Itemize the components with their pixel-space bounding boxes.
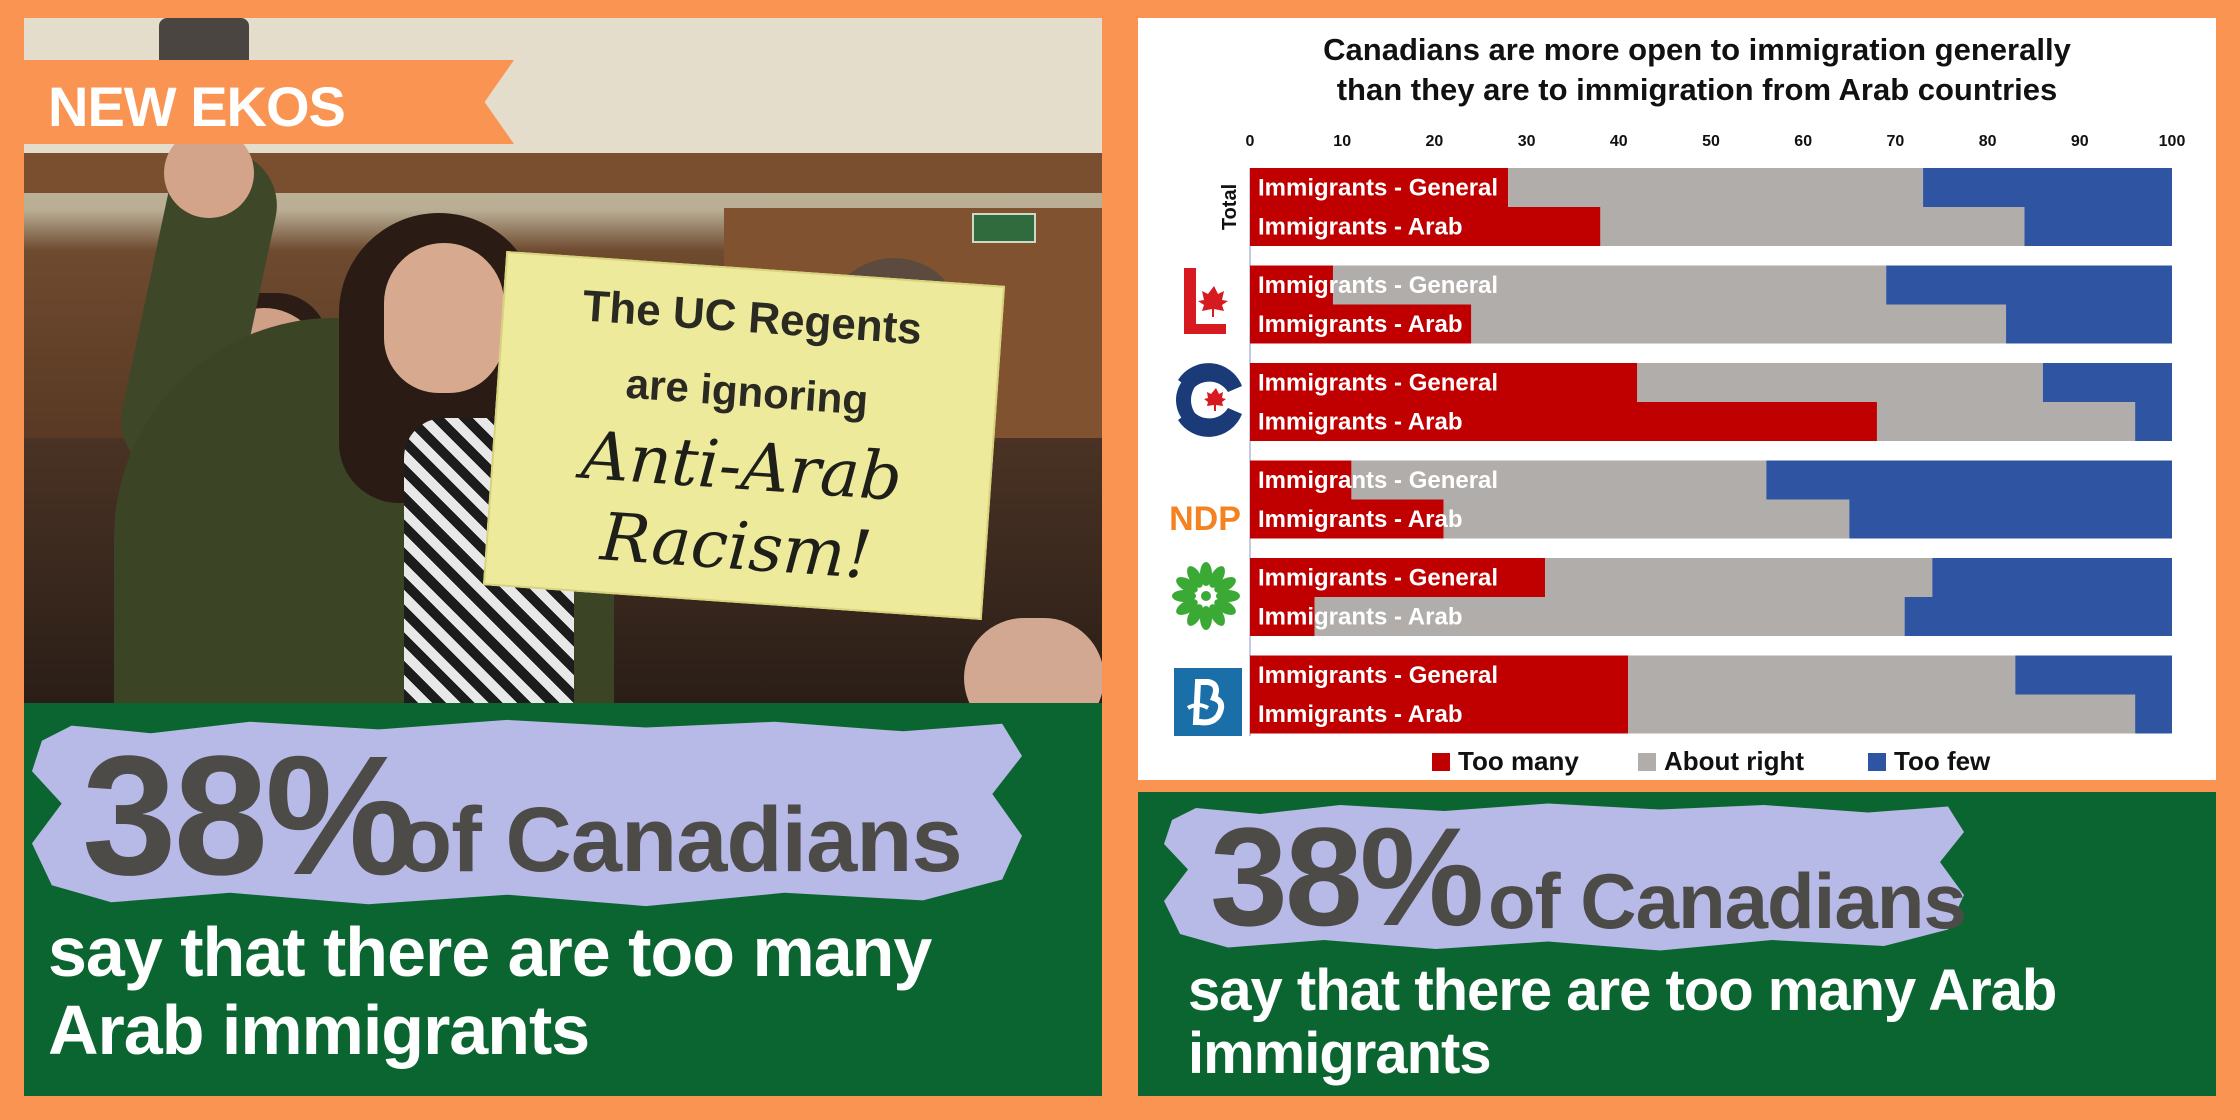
bar-segment-too-few — [1932, 558, 2172, 597]
stat-highlight-left — [32, 719, 1022, 907]
bloc-quebecois-logo-icon — [1174, 668, 1242, 736]
bar-segment-too-many — [1250, 558, 1546, 597]
chart-title-line-2: than they are to immigration from Arab c… — [1337, 72, 2058, 107]
bar-label: Immigrants - General — [1258, 370, 1498, 397]
sign-line-1: The UC Regents — [581, 281, 924, 355]
poll-badge-text: NEW EKOS POLL: — [48, 75, 346, 144]
bar-label: Immigrants - General — [1258, 467, 1498, 494]
legend-swatch — [1868, 753, 1886, 771]
legend-label: Too few — [1894, 746, 1991, 776]
exit-sign-icon — [972, 213, 1036, 243]
green-party-logo-icon — [1172, 562, 1240, 630]
x-tick-label: 20 — [1426, 133, 1444, 150]
caption-right-line-1: say that there are too many Arab — [1188, 958, 2057, 1023]
x-tick-label: 50 — [1702, 133, 1720, 150]
bar-segment-too-many — [1250, 265, 1333, 305]
bottom-right-panel: 38% of Canadians say that there are too … — [1138, 792, 2216, 1096]
bar-segment-too-many — [1250, 597, 1315, 636]
bar-segment-about-right — [1471, 304, 2007, 344]
legend-label: Too many — [1458, 746, 1579, 776]
bar-segment-too-few — [1886, 265, 2172, 305]
bar-segment-too-many — [1250, 402, 1877, 441]
bar-segment-too-many — [1250, 460, 1352, 500]
caption-left-line-2: Arab immigrants — [48, 991, 590, 1070]
bar-label: Immigrants - Arab — [1258, 604, 1462, 631]
stat-suffix-left: of Canadians — [396, 789, 963, 891]
stat-value-left: 38% — [82, 721, 416, 911]
x-tick-label: 90 — [2071, 133, 2089, 150]
bar-segment-about-right — [1443, 499, 1850, 539]
bars-layer: Immigrants - General Immigrants - Arab Imm… — [1250, 168, 2172, 734]
bar-label: Immigrants - Arab — [1258, 409, 1462, 436]
x-tick-label: 30 — [1518, 133, 1536, 150]
bar-label: Immigrants - Arab — [1258, 214, 1462, 241]
bar-segment-about-right — [1332, 265, 1887, 305]
bar-segment-too-many — [1250, 694, 1629, 734]
liberal-logo-icon — [1184, 268, 1228, 334]
chart-legend: Too many About right Too few — [1432, 746, 1991, 776]
bar-segment-too-many — [1250, 655, 1629, 695]
bar-segment-too-few — [1904, 597, 2172, 636]
x-axis-ticks: 0 10 20 30 40 50 60 70 80 90 100 — [1246, 133, 2186, 736]
protest-sign: The UC Regents are ignoring Anti-Arab Ra… — [482, 250, 1006, 621]
bar-segment-about-right — [1508, 168, 1924, 207]
bar-segment-too-few — [2135, 694, 2172, 734]
bar-segment-too-many — [1250, 363, 1638, 402]
caption-right-line-2: immigrants — [1188, 1020, 1492, 1086]
stat-value-right: 38% — [1210, 798, 1484, 955]
bar-segment-too-few — [1849, 499, 2172, 539]
bar-label: Immigrants - General — [1258, 272, 1498, 299]
bar-segment-too-few — [2024, 207, 2172, 246]
bar-segment-about-right — [1545, 558, 1933, 597]
legend-swatch — [1432, 753, 1450, 771]
bar-segment-about-right — [1628, 694, 2136, 734]
bar-segment-about-right — [1637, 363, 2043, 402]
group-label-total: Total — [1219, 184, 1241, 230]
legend-swatch — [1638, 753, 1656, 771]
bar-label: Immigrants - General — [1258, 565, 1498, 592]
x-tick-label: 40 — [1610, 133, 1628, 150]
bar-segment-too-few — [1766, 460, 2172, 500]
bar-label: Immigrants - Arab — [1258, 701, 1462, 728]
bar-segment-too-many — [1250, 207, 1601, 246]
bar-segment-too-few — [2042, 363, 2172, 402]
x-tick-label: 80 — [1979, 133, 1997, 150]
bar-segment-too-few — [2006, 304, 2172, 344]
x-tick-label: 0 — [1246, 133, 1255, 150]
poll-badge: NEW EKOS POLL: — [24, 60, 514, 144]
bar-label: Immigrants - General — [1258, 662, 1498, 689]
left-panel: The UC Regents are ignoring Anti-Arab Ra… — [24, 18, 1102, 1096]
bar-segment-about-right — [1600, 207, 2025, 246]
bar-label: Immigrants - Arab — [1258, 311, 1462, 338]
bar-segment-about-right — [1876, 402, 2136, 441]
bar-segment-too-few — [2015, 655, 2172, 695]
x-tick-label: 100 — [2159, 133, 2186, 150]
x-tick-label: 10 — [1333, 133, 1351, 150]
caption-right: say that there are too many Arab immigra… — [1188, 958, 2057, 1086]
conservative-logo-icon — [1176, 360, 1248, 440]
stat-highlight-right — [1164, 803, 1964, 951]
bar-label: Immigrants - General — [1258, 175, 1498, 202]
bar-segment-too-few — [2135, 402, 2172, 441]
ndp-logo-icon: NDP — [1169, 500, 1241, 538]
x-tick-label: 60 — [1794, 133, 1812, 150]
bar-segment-too-few — [1923, 168, 2172, 207]
caption-left-line-1: say that there are too many — [48, 913, 932, 991]
legend-label: About right — [1664, 746, 1804, 776]
stacked-bar-chart: Canadians are more open to immigration g… — [1169, 32, 2186, 776]
chart-title-line-1: Canadians are more open to immigration g… — [1323, 32, 2071, 67]
protest-photo: The UC Regents are ignoring Anti-Arab Ra… — [24, 18, 1102, 703]
group-labels-layer: NDP — [1169, 184, 1248, 736]
stat-suffix-right: of Canadians — [1488, 857, 1967, 945]
chart-panel: Canadians are more open to immigration g… — [1138, 18, 2216, 780]
bar-segment-about-right — [1314, 597, 1905, 636]
bar-segment-about-right — [1628, 655, 2016, 695]
caption-left: say that there are too many Arab immigra… — [48, 913, 932, 1070]
bar-segment-about-right — [1351, 460, 1767, 500]
bar-segment-too-many — [1250, 499, 1444, 539]
bar-segment-too-many — [1250, 168, 1509, 207]
bar-label: Immigrants - Arab — [1258, 506, 1462, 533]
bar-segment-too-many — [1250, 304, 1472, 344]
x-tick-label: 70 — [1887, 133, 1905, 150]
